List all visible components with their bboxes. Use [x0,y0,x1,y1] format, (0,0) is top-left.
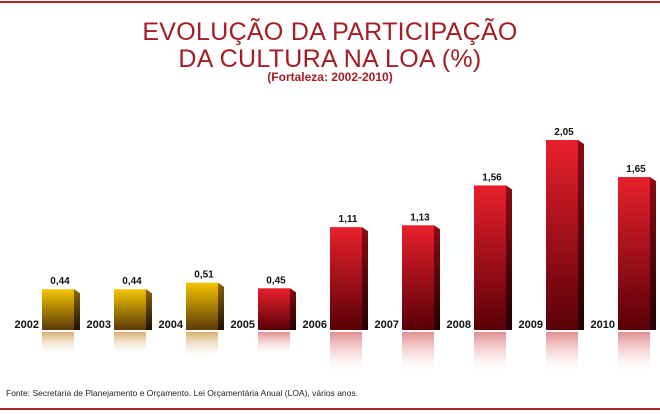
top-rule [0,1,660,3]
year-label: 2005 [231,319,255,331]
bar-reflection [42,332,74,357]
bar-group: 1,11 2006 [303,214,368,377]
bar-group: 1,65 2010 [591,164,656,377]
bar-group: 0,45 2005 [231,275,296,358]
bar-reflection [330,332,362,377]
bar-group: 0,44 2002 [15,276,80,357]
value-label: 1,13 [410,212,430,223]
bar-reflection [258,332,290,358]
bar-reflection [402,332,434,377]
year-label: 2007 [375,319,399,331]
chart-title: EVOLUÇÃO DA PARTICIPAÇÃO [142,18,518,46]
bar [474,185,506,330]
year-label: 2008 [447,319,471,331]
bar-side [290,288,296,330]
year-label: 2006 [303,319,327,331]
bar [186,282,218,330]
chart-subtitle: (Fortaleza: 2002-2010) [267,70,393,84]
bar-side [74,289,80,330]
bar-reflection [474,332,506,377]
bar-group: 1,56 2008 [447,172,512,377]
value-label: 1,65 [626,164,646,175]
bar-side [362,227,368,330]
bar [114,289,146,330]
bar-reflection [618,332,650,377]
year-label: 2009 [519,319,543,331]
value-label: 0,44 [50,276,70,287]
source-note: Fonte: Secretaria de Planejamento e Orça… [6,388,358,398]
chart-title-line2: DA CULTURA NA LOA (%) [178,45,482,73]
bar-side [146,289,152,330]
value-label: 1,11 [339,214,358,225]
bar [546,140,578,330]
bar-reflection [546,332,578,377]
year-label: 2003 [87,319,111,331]
bar-reflection [114,332,146,357]
bar-side [218,282,224,330]
bar-group: 1,13 2007 [375,212,440,377]
value-label: 0,45 [266,275,286,286]
year-label: 2002 [15,319,39,331]
bar [618,177,650,330]
bar-group: 2,05 2009 [519,127,584,377]
value-label: 2,05 [554,127,574,138]
bar [42,289,74,330]
bar-side [506,185,512,330]
year-label: 2004 [159,319,184,331]
bar-side [578,140,584,330]
value-label: 1,56 [482,172,502,183]
bar-reflection [186,332,218,361]
bar [402,225,434,330]
value-label: 0,51 [194,270,214,281]
bar [330,227,362,330]
bar-group: 0,44 2003 [87,276,152,357]
bar [258,288,290,330]
bar-group: 0,51 2004 [159,270,224,361]
value-label: 0,44 [122,276,142,287]
bottom-rule [0,408,660,410]
year-label: 2010 [591,319,615,331]
bar-side [650,177,656,330]
bar-side [434,225,440,330]
